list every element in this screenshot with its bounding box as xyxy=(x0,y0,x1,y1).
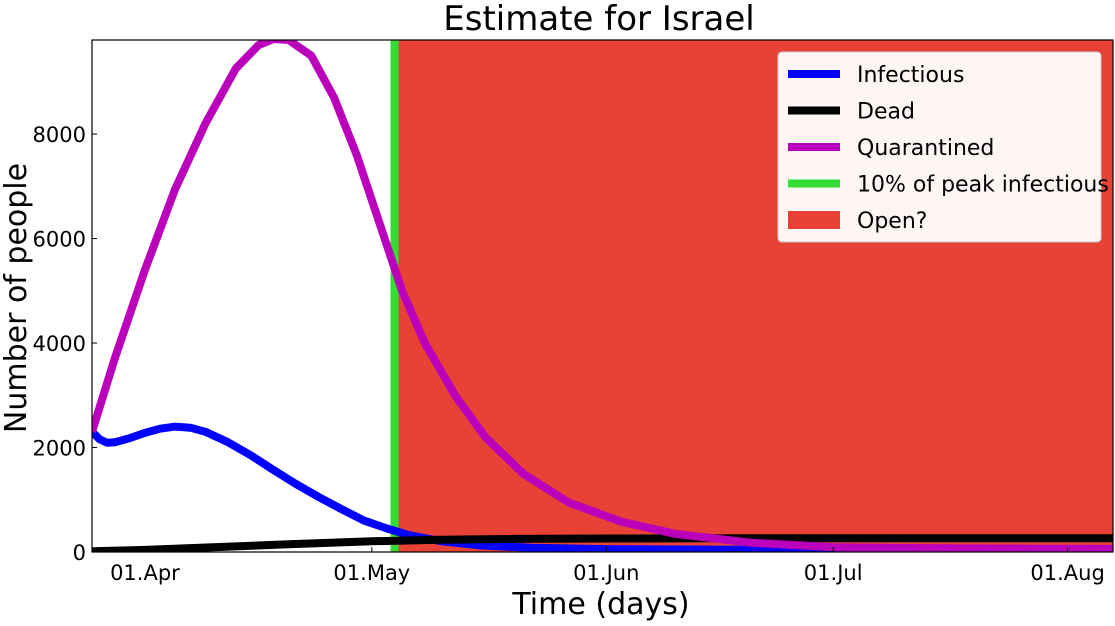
y-tick-label: 2000 xyxy=(33,437,86,461)
x-tick-label: 01.Jun xyxy=(573,561,639,585)
plot-frame xyxy=(91,39,1114,553)
legend-label-infectious: Infectious xyxy=(857,63,964,88)
axes: 0 2000 4000 6000 8000 01.Apr 01.May 01.Jun 01.Ju… xyxy=(33,39,1114,585)
chart-title: Estimate for Israel xyxy=(443,0,754,39)
x-tick-label: 01.Jul xyxy=(804,561,863,585)
series-line-quarantined xyxy=(92,40,1113,552)
y-tick-label: 6000 xyxy=(33,228,86,252)
x-tick-label: 01.Apr xyxy=(110,561,180,585)
legend-swatch-open- xyxy=(788,211,840,229)
x-tick-label: 01.May xyxy=(333,561,410,585)
legend-label-quarantined: Quarantined xyxy=(857,136,994,161)
legend: Infectious Dead Quarantined 10% of peak inf… xyxy=(777,51,1109,243)
y-tick-label: 4000 xyxy=(33,332,86,356)
legend-label-open-: Open? xyxy=(857,209,927,234)
y-axis-label: Number of people xyxy=(0,163,34,433)
legend-label-10-of-peak-infectious: 10% of peak infectious xyxy=(857,173,1109,198)
legend-label-dead: Dead xyxy=(857,100,915,125)
y-tick-label: 0 xyxy=(73,541,86,565)
x-tick-label: 01.Aug xyxy=(1030,561,1104,585)
x-axis-label: Time (days) xyxy=(511,587,689,622)
series-line-dead xyxy=(92,534,1113,552)
series-line-infectious xyxy=(92,422,1113,552)
y-tick-label: 8000 xyxy=(33,123,86,147)
legend-box xyxy=(777,51,1102,243)
